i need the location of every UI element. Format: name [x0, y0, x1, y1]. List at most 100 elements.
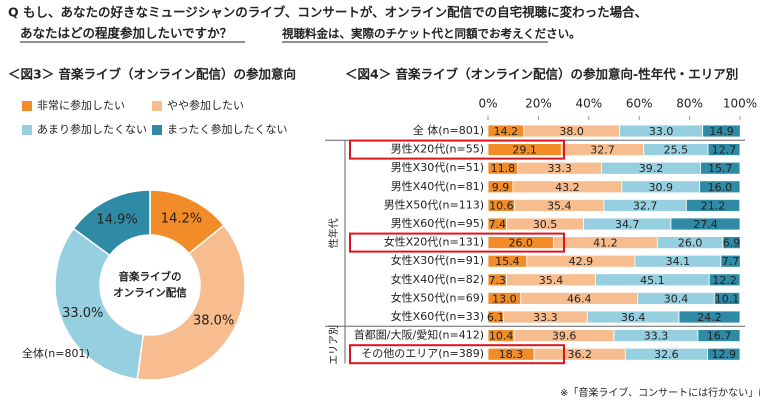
data-label: 16.0 [708, 181, 733, 194]
center-label: オンライン配信 [113, 286, 187, 299]
category-label: 男性X50代(n=113) [384, 197, 484, 211]
bar-segment [670, 217, 741, 231]
data-label: 29.1 [512, 144, 537, 157]
category-label: 女性X60代(n=33) [391, 309, 484, 323]
data-label: 39.6 [552, 330, 577, 343]
category-label: 男性X30代(n=51) [391, 160, 484, 174]
data-label: 12.2 [712, 274, 737, 287]
x-tick-label: 0% [478, 97, 497, 111]
data-label: 16.7 [707, 330, 732, 343]
legend-label: やや参加したい [167, 98, 244, 112]
data-label: 14.9 [709, 125, 734, 138]
data-label: 15.4 [495, 255, 520, 268]
bar-segment [697, 329, 741, 343]
category-label: 女性X20代(n=131) [384, 235, 484, 249]
category-label: 首都圏/大阪/愛知(n=412) [354, 328, 484, 342]
legend-swatch [22, 101, 32, 111]
data-label: 33.0% [62, 306, 103, 321]
data-label: 10.6 [489, 199, 514, 212]
donut-segment [136, 224, 246, 381]
group-label: 性年代 [327, 218, 340, 248]
data-label: 6.9 [723, 237, 741, 250]
data-label: 35.4 [539, 274, 564, 287]
data-label: 10.1 [715, 292, 740, 305]
data-label: 7.7 [722, 255, 740, 268]
question: Q もし、あなたの好きなミュージシャンのライブ、コンサートが、オンライン配信での… [8, 5, 647, 20]
data-label: 46.4 [567, 292, 592, 305]
data-label: 14.2% [161, 212, 202, 227]
question: あなたはどの程度参加したいですか？ [20, 26, 232, 41]
data-label: 36.4 [621, 311, 646, 324]
bar-segment [713, 291, 741, 305]
bar-segment [722, 236, 741, 250]
bar-segment [707, 347, 741, 361]
legend-swatch [22, 125, 32, 135]
data-label: 26.0 [678, 237, 703, 250]
data-label: 21.2 [701, 199, 726, 212]
donut-segment [72, 189, 151, 257]
x-tick-label: 20% [525, 97, 552, 111]
data-label: 30.5 [533, 218, 558, 231]
x-tick-label: 80% [676, 97, 703, 111]
data-label: 34.1 [666, 255, 691, 268]
data-label: 6.1 [487, 311, 505, 324]
data-label: 41.2 [593, 237, 618, 250]
data-label: 38.0% [193, 313, 234, 328]
highlight-box [349, 232, 565, 253]
x-tick-label: 40% [575, 97, 602, 111]
data-label: 14.9% [96, 212, 137, 227]
data-label: 33.3 [644, 330, 669, 343]
category-label: その他のエリア(n=389) [361, 347, 484, 360]
data-label: 7.4 [489, 218, 507, 231]
footnote: ※「音楽ライブ、コンサートには行かない」は除外して集計 [560, 386, 760, 399]
data-label: 32.7 [633, 199, 658, 212]
category-label: 女性X30代(n=91) [391, 253, 484, 267]
category-label: 女性X40代(n=82) [391, 272, 484, 286]
data-label: 43.2 [555, 181, 580, 194]
data-label: 39.2 [639, 162, 664, 175]
category-label: 女性X50代(n=69) [391, 290, 484, 304]
data-label: 33.0 [649, 125, 674, 138]
data-label: 33.3 [547, 162, 572, 175]
data-label: 11.8 [491, 162, 516, 175]
category-label: 男性X20代(n=55) [391, 142, 484, 156]
data-label: 30.9 [648, 181, 673, 194]
legend-swatch [152, 101, 162, 111]
data-label: 7.3 [488, 274, 506, 287]
data-label: 36.2 [567, 348, 592, 361]
data-label: 26.0 [509, 237, 534, 250]
x-tick-label: 100% [723, 97, 757, 111]
data-label: 38.0 [559, 125, 584, 138]
data-label: 14.2 [494, 125, 519, 138]
legend-swatch [152, 125, 162, 135]
bar-segment [720, 254, 741, 268]
highlight-box [349, 344, 565, 365]
category-label: 男性X40代(n=81) [391, 179, 484, 193]
bar-segment [700, 161, 741, 175]
bar-segment [702, 124, 741, 138]
data-label: 32.7 [590, 144, 615, 157]
data-label: 25.5 [664, 144, 689, 157]
bar-segment [678, 310, 741, 324]
bar-segment [699, 180, 741, 194]
data-label: 27.4 [693, 218, 718, 231]
legend-label: まったく参加したくない [167, 122, 288, 136]
data-label: 35.4 [547, 199, 572, 212]
chart-title: ＜図3＞ 音楽ライブ（オンライン配信）の参加意向 [8, 67, 296, 82]
legend-label: 非常に参加したい [37, 98, 125, 112]
legend-label: あまり参加したくない [37, 122, 147, 136]
bar-segment [685, 198, 741, 212]
bar-segment [708, 273, 741, 287]
data-label: 30.4 [664, 292, 689, 305]
group-label: エリア別 [328, 325, 340, 365]
donut-segment [54, 227, 145, 380]
data-label: 33.3 [533, 311, 558, 324]
bar-segment [707, 143, 741, 157]
data-label: 42.9 [569, 255, 594, 268]
x-tick-label: 60% [626, 97, 653, 111]
data-label: 10.4 [489, 330, 514, 343]
data-label: 34.7 [615, 218, 640, 231]
category-label: 男性X60代(n=95) [391, 216, 484, 230]
data-label: 12.9 [711, 348, 736, 361]
